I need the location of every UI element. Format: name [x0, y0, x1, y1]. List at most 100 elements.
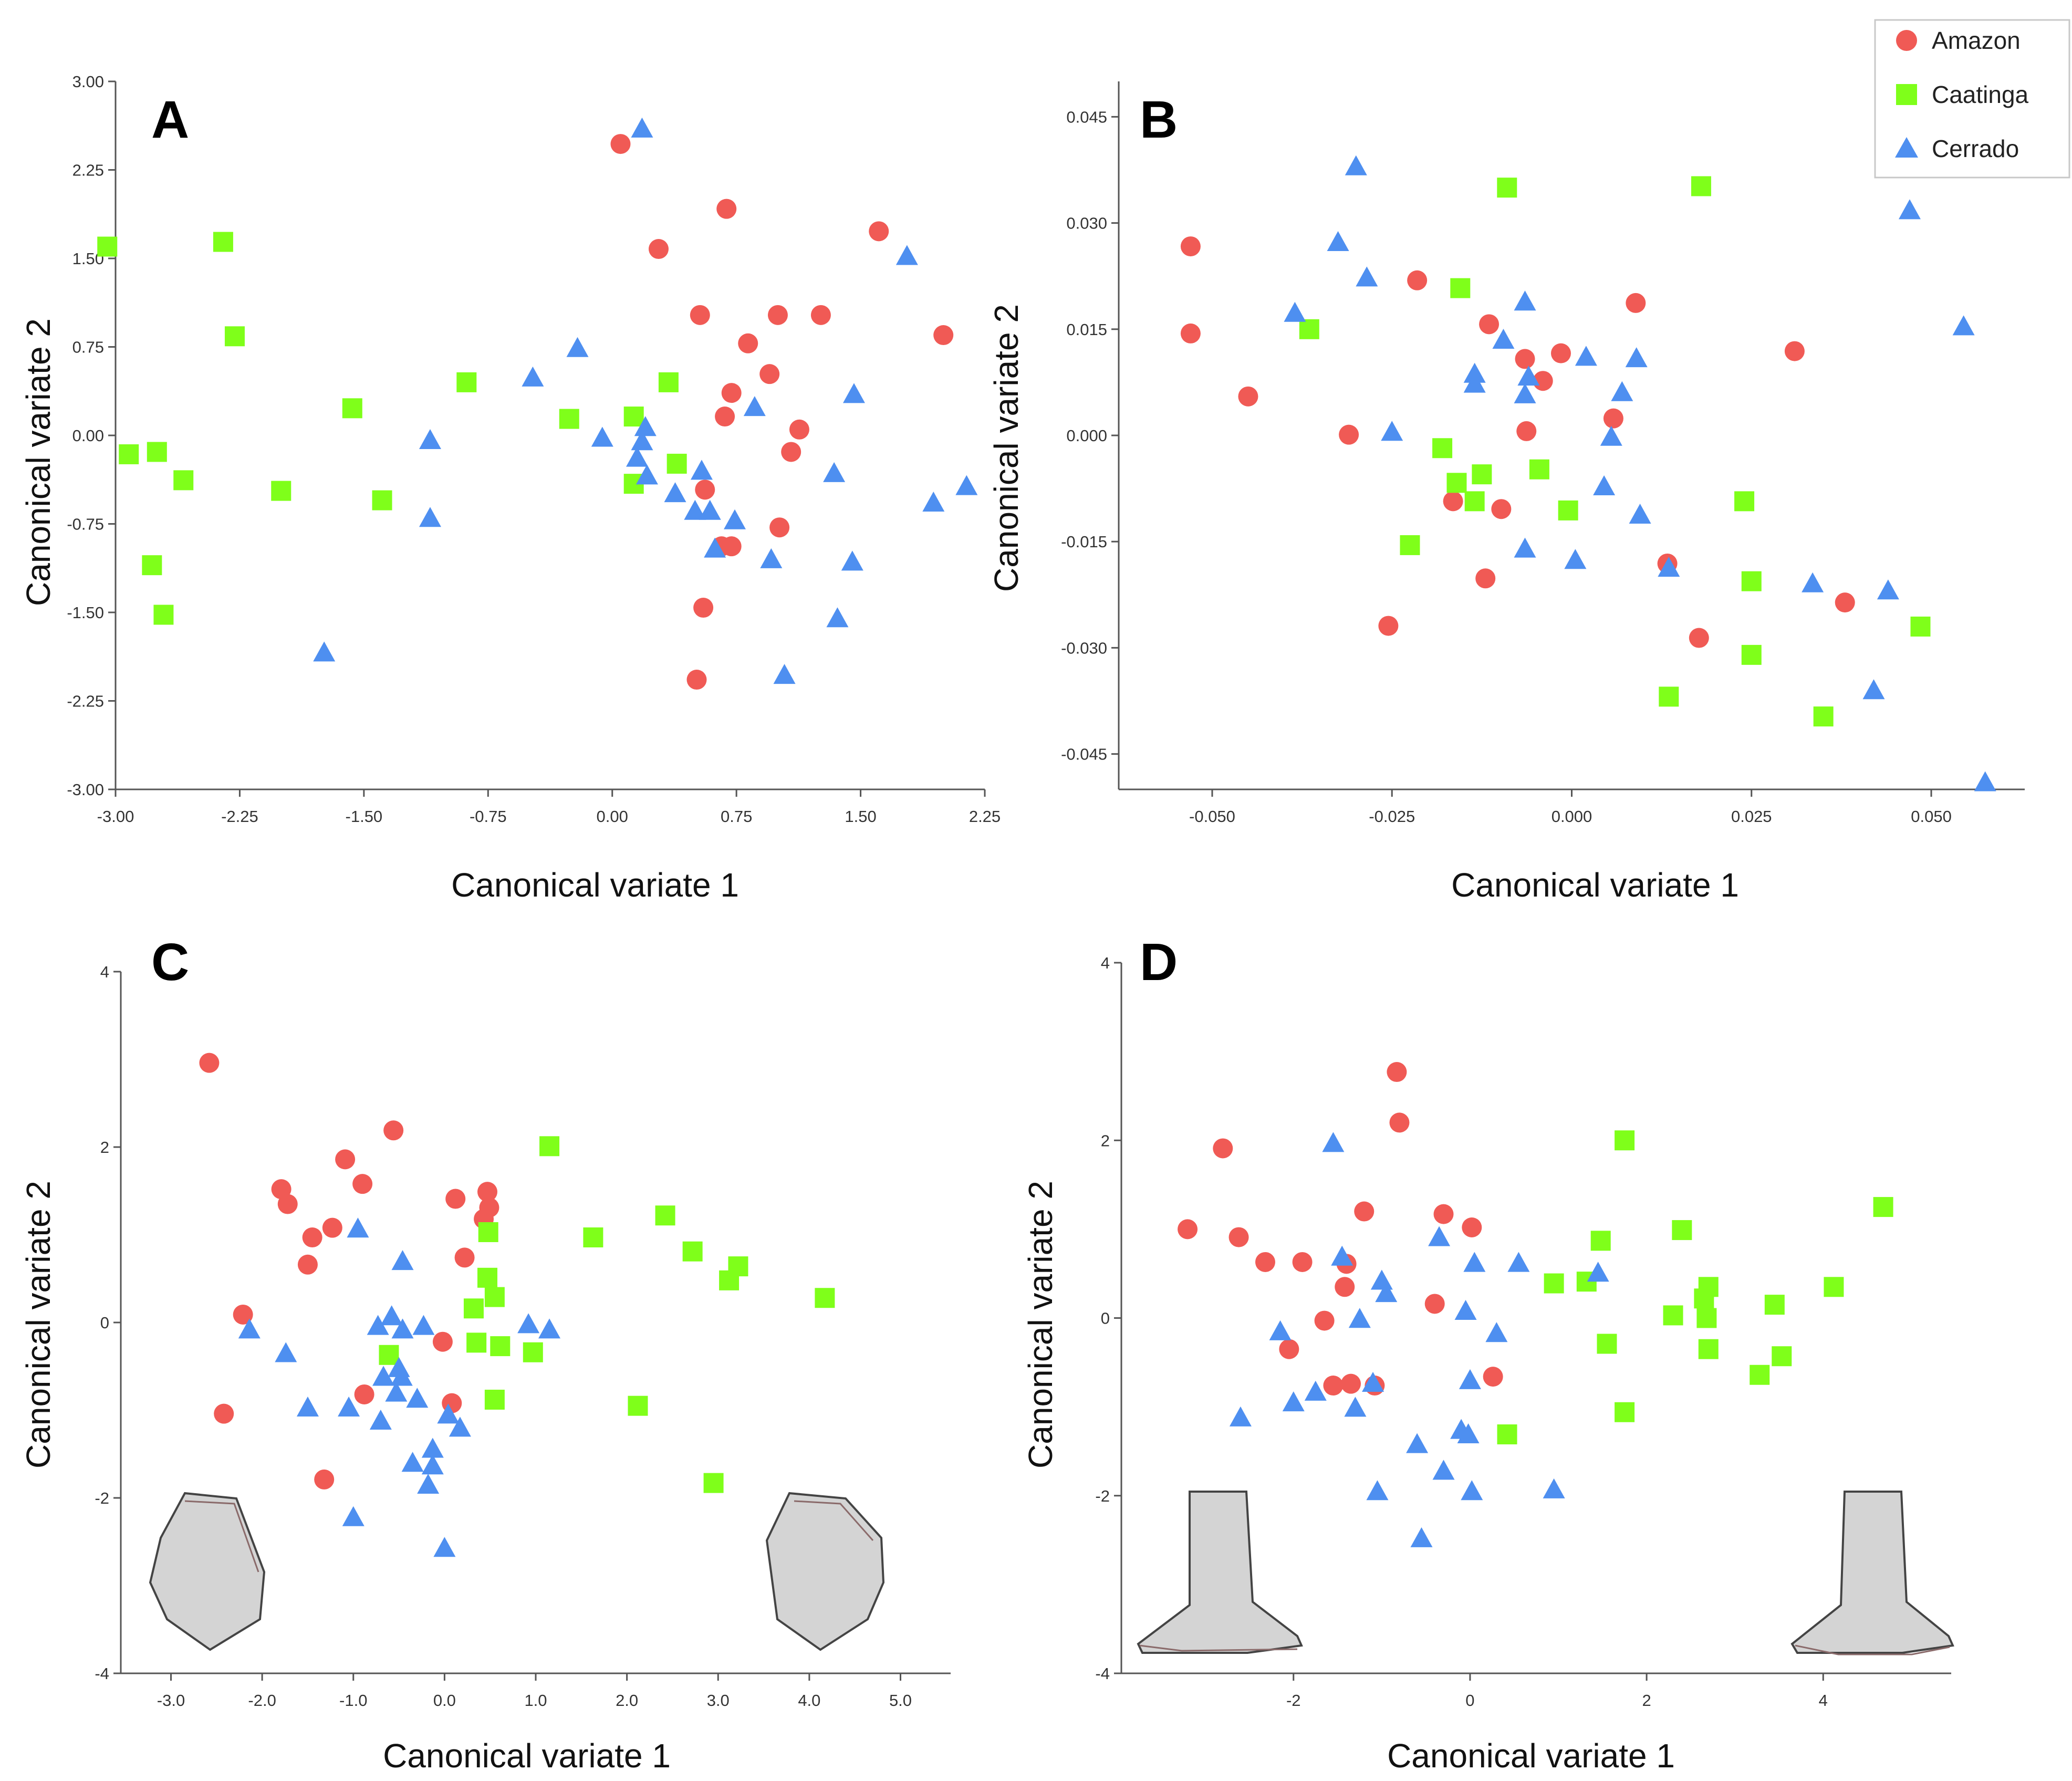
panel-b-point-caatinga	[1432, 438, 1453, 459]
panel-a-point-cerrado	[704, 537, 726, 558]
legend-amazon-marker	[1896, 30, 1917, 51]
panel-b-point-caatinga	[1558, 500, 1578, 520]
panel-c-point-amazon	[314, 1469, 335, 1490]
panel-a-point-cerrado	[636, 464, 658, 485]
panel-a-point-amazon	[721, 383, 742, 403]
panel-d-y-tick-label: 4	[1101, 954, 1110, 972]
panel-c-point-amazon	[297, 1254, 318, 1275]
panel-c-y-tick-label: 4	[100, 963, 109, 981]
panel-c-point-amazon	[302, 1227, 322, 1248]
panel-a-point-cerrado	[842, 383, 865, 403]
panel-c-point-cerrado	[390, 1366, 413, 1386]
panel-a-point-amazon	[933, 325, 954, 346]
panel-d-point-amazon	[1424, 1294, 1445, 1314]
panel-d-point-amazon	[1341, 1373, 1361, 1394]
panel-d-point-amazon	[1279, 1339, 1299, 1359]
panel-b-point-amazon	[1339, 424, 1359, 445]
panel-a-point-cerrado	[566, 337, 589, 357]
panel-b-point-amazon	[1238, 386, 1258, 407]
panel-b-point-caatinga	[1691, 176, 1711, 196]
panel-a-x-tick-label: 1.50	[845, 807, 876, 826]
panel-c-point-amazon	[352, 1174, 373, 1194]
panel-c-point-cerrado	[238, 1318, 261, 1339]
panel-b-point-cerrado	[1593, 475, 1616, 496]
panel-c-point-cerrado	[538, 1318, 561, 1339]
panel-c-point-cerrado	[369, 1410, 392, 1430]
panel-c-point-amazon	[383, 1120, 404, 1141]
panel-b-x-tick-label: -0.025	[1369, 807, 1415, 826]
panel-d-point-caatinga	[1672, 1220, 1692, 1241]
panel-b-point-cerrado	[1877, 579, 1899, 600]
panel-c-point-caatinga	[478, 1222, 498, 1242]
panel-a-point-cerrado	[699, 499, 721, 520]
panel-b-y-tick-label: 0.015	[1066, 320, 1107, 339]
panel-a-point-cerrado	[419, 429, 441, 449]
panel-a-point-cerrado	[419, 507, 441, 527]
panel-c-point-caatinga	[490, 1336, 511, 1357]
panel-b-point-caatinga	[1910, 616, 1931, 637]
panel-a-x-tick-label: -1.50	[346, 807, 383, 826]
panel-d-point-cerrado	[1461, 1480, 1483, 1501]
panel-d-right-bone-outline	[1790, 1491, 1954, 1655]
panel-c-point-caatinga	[583, 1227, 603, 1248]
legend-item-amazon: Amazon	[1896, 27, 2021, 54]
panel-c-point-cerrado	[367, 1315, 389, 1335]
panel-d-y-tick-label: 0	[1101, 1309, 1110, 1328]
panel-d-point-cerrado	[1366, 1480, 1389, 1501]
panel-a-point-amazon	[869, 221, 889, 242]
panel-c-x-tick-label: -3.0	[157, 1691, 185, 1710]
panel-letter-c: C	[151, 933, 189, 992]
panel-d-point-amazon	[1255, 1252, 1275, 1272]
panel-c-point-caatinga	[484, 1287, 505, 1307]
panel-a-point-cerrado	[773, 664, 796, 684]
panel-b-point-amazon	[1378, 616, 1399, 636]
panel-a-y-tick-label: 0.75	[72, 338, 104, 357]
panel-c-point-cerrado	[338, 1396, 360, 1417]
panel-b-point-amazon	[1475, 568, 1496, 589]
panel-b-point-cerrado	[1514, 383, 1536, 403]
panel-letter-d: D	[1140, 933, 1178, 992]
panel-c-point-cerrado	[421, 1438, 444, 1458]
panel-d-point-caatinga	[1615, 1402, 1635, 1422]
panel-a-point-amazon	[781, 442, 801, 462]
panel-a-point-amazon	[810, 305, 831, 325]
panel-d-point-amazon	[1462, 1217, 1482, 1237]
panel-d-point-amazon	[1314, 1310, 1335, 1331]
panel-d-point-cerrado	[1322, 1132, 1345, 1152]
panel-a-y-tick-label: -2.25	[67, 692, 104, 711]
panel-d-point-cerrado	[1454, 1299, 1477, 1320]
panel-a-point-caatinga	[559, 409, 579, 429]
panel-c-chart: C Canonical variate 1 Canonical variate …	[19, 933, 951, 1775]
panel-c-point-cerrado	[296, 1396, 319, 1417]
panel-c-x-tick-label: -1.0	[339, 1691, 367, 1710]
panel-a-point-amazon	[759, 364, 780, 384]
panel-a-point-cerrado	[631, 117, 653, 138]
panel-c-point-amazon	[271, 1179, 291, 1200]
panel-d-point-cerrado	[1432, 1460, 1455, 1480]
panel-d-point-cerrado	[1375, 1282, 1398, 1303]
panel-a-point-cerrado	[626, 446, 648, 467]
panel-c-x-axis-label: Canonical variate 1	[383, 1737, 671, 1775]
panel-a-point-cerrado	[955, 475, 978, 495]
panel-b-y-axis-label: Canonical variate 2	[987, 304, 1025, 592]
panel-a-point-cerrado	[743, 396, 766, 416]
panel-d-point-cerrado	[1229, 1406, 1252, 1426]
panel-b-point-cerrado	[1898, 199, 1921, 220]
panel-d-point-caatinga	[1698, 1277, 1719, 1297]
panel-b-point-cerrado	[1974, 771, 1996, 791]
panel-b-point-cerrado	[1575, 346, 1597, 366]
panel-b-point-caatinga	[1734, 491, 1755, 512]
panel-b-point-cerrado	[1611, 381, 1633, 401]
panel-b-point-cerrado	[1600, 425, 1622, 446]
panel-b-y-tick-label: 0.000	[1066, 426, 1107, 445]
panel-b-point-cerrado	[1492, 329, 1515, 349]
panel-a-point-caatinga	[342, 398, 362, 419]
panel-d-point-amazon	[1213, 1138, 1233, 1159]
panel-b-y-tick-label: -0.015	[1061, 533, 1107, 551]
panel-b-y-tick-label: -0.030	[1061, 639, 1107, 657]
panel-b-point-amazon	[1180, 236, 1201, 257]
panel-b-x-tick-label: 0.050	[1911, 807, 1952, 826]
panel-d-point-cerrado	[1507, 1252, 1530, 1272]
panel-c-point-cerrado	[391, 1250, 414, 1270]
